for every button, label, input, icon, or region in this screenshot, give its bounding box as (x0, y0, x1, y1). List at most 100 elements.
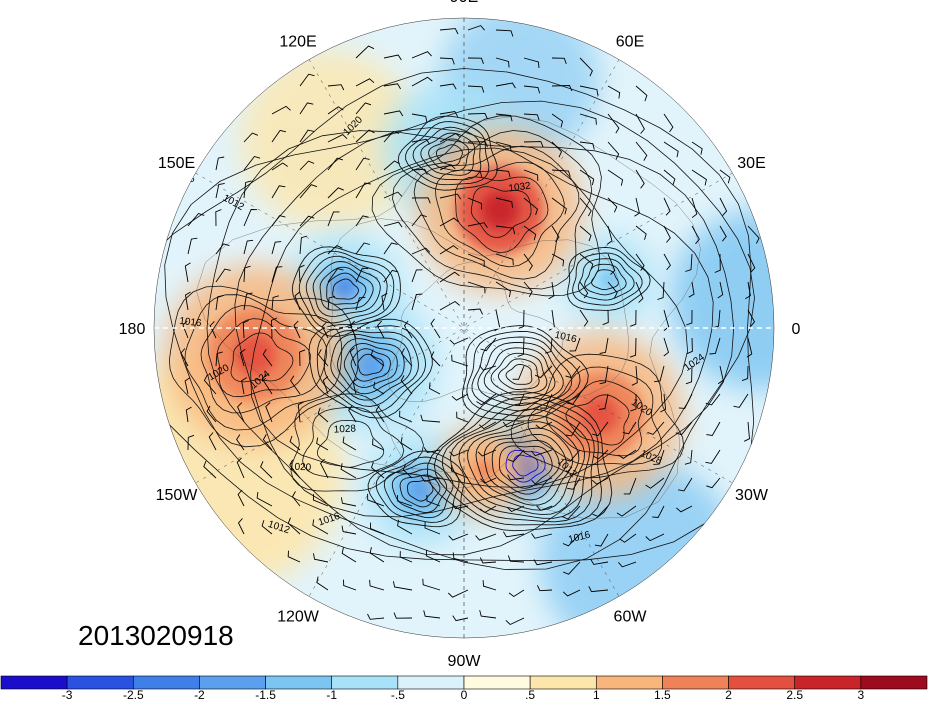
isobar (319, 266, 374, 311)
wind-barb (312, 494, 329, 507)
wind-barb (635, 113, 645, 134)
wind-barb (451, 354, 469, 367)
wind-barb (565, 421, 581, 437)
isobar (316, 325, 427, 413)
wind-barb (688, 281, 695, 298)
wind-barb (355, 129, 375, 143)
colorbar-label: -2 (194, 688, 205, 702)
wind-barb (383, 130, 400, 143)
wind-barb (478, 421, 497, 430)
wind-barb (411, 76, 433, 87)
wind-barb (322, 376, 329, 395)
wind-barb (467, 308, 484, 315)
date-stamp: 2013020918 (78, 620, 234, 651)
wind-barb (355, 267, 369, 283)
wind-barb (383, 160, 400, 171)
isobar (420, 132, 476, 176)
map-border (153, 17, 775, 639)
wind-barb (375, 405, 385, 423)
wind-barb (297, 401, 304, 423)
wind-barb (745, 281, 751, 300)
colorbar-swatch (529, 675, 597, 690)
wind-barb (495, 141, 512, 152)
wind-barb (449, 337, 469, 345)
wind-barb (184, 262, 191, 283)
wind-barb (564, 449, 581, 462)
wind-barb (439, 57, 455, 65)
colorbar-swatch (463, 675, 531, 690)
wind-barb (551, 85, 573, 92)
isobar (470, 186, 532, 238)
isobar (483, 347, 556, 401)
wind-barb (495, 113, 513, 122)
wind-barb (523, 113, 540, 121)
wind-barb (579, 197, 592, 217)
wind-barb (579, 253, 594, 271)
wind-barb (629, 337, 637, 358)
wind-barb (663, 253, 671, 271)
isobar (427, 391, 613, 532)
wind-barb (383, 54, 402, 61)
wind-barb (479, 610, 497, 619)
wind-barb (299, 102, 314, 115)
wind-barb (517, 337, 525, 357)
wind-barb (411, 168, 428, 175)
wind-barb (367, 493, 385, 507)
colorbar-label: 2.5 (786, 688, 803, 702)
wind-barb (355, 45, 375, 59)
wind-barb (327, 84, 345, 91)
isobar (572, 252, 643, 306)
isobar (567, 246, 651, 311)
wind-barb (299, 235, 308, 255)
wind-barb (243, 155, 261, 171)
wind-barb (237, 489, 245, 507)
wind-barb (652, 505, 665, 518)
wind-barb (551, 141, 563, 158)
isobar (392, 130, 593, 290)
wind-barb (531, 449, 553, 457)
wind-barb (236, 457, 245, 479)
wind-barb (287, 550, 301, 563)
wind-barb (243, 132, 259, 143)
isobar (475, 427, 574, 506)
isobar (510, 353, 685, 479)
wind-barb (477, 449, 497, 457)
isobar (168, 285, 359, 448)
wind-barb (298, 264, 305, 283)
wind-barb (383, 269, 399, 283)
wind-barb (271, 317, 278, 339)
wind-barb (271, 266, 283, 283)
wind-barb (551, 253, 565, 267)
colorbar-swatch (794, 675, 862, 690)
isobar (305, 255, 388, 324)
wind-barb (239, 348, 246, 367)
wind-barb (381, 292, 388, 311)
wind-barb (243, 292, 253, 311)
wind-barb (293, 320, 301, 339)
wind-barb (551, 225, 560, 243)
isobar (467, 421, 580, 511)
wind-barb (290, 375, 301, 395)
wind-barb (299, 215, 315, 227)
isobar (391, 468, 448, 513)
wind-barb (495, 225, 516, 235)
colorbar-swatch (397, 675, 465, 690)
wind-barb (327, 157, 344, 171)
wind-barb (663, 225, 671, 243)
wind-barb (507, 449, 525, 463)
wind-barb (299, 349, 306, 367)
wind-barb (320, 458, 329, 479)
wind-barb (262, 348, 273, 367)
wind-barb (403, 320, 413, 339)
wind-barb (439, 28, 459, 35)
wind-barb (327, 211, 340, 227)
wind-barb (663, 197, 671, 216)
wind-barb (551, 197, 567, 215)
wind-barb (523, 281, 533, 298)
isobar (326, 272, 367, 305)
wind-barb (439, 132, 461, 143)
longitude-label: 60W (614, 609, 648, 626)
wind-barb (423, 610, 441, 619)
wind-barb (706, 477, 721, 489)
wind-barb (401, 348, 413, 367)
